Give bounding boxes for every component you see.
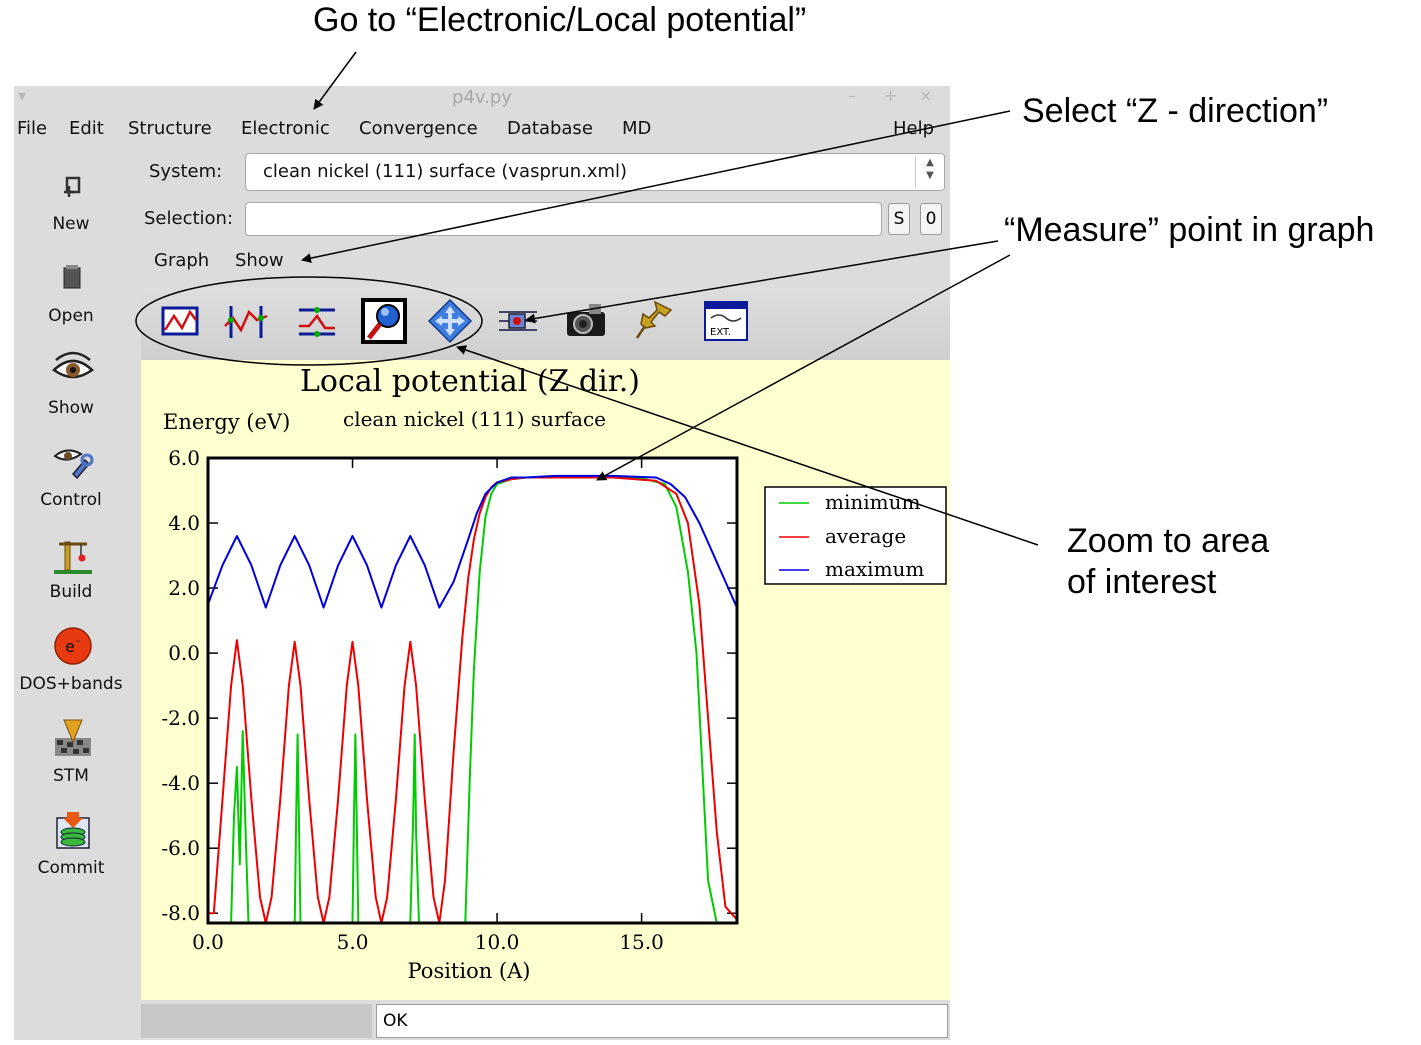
y-tick-label: 2.0: [168, 576, 200, 600]
menu-edit[interactable]: Edit: [69, 118, 104, 139]
maximize-button[interactable]: +: [884, 86, 898, 105]
minimize-button[interactable]: –: [848, 86, 856, 105]
window-menu-icon[interactable]: ▾: [18, 86, 27, 105]
svg-text:e: e: [65, 637, 75, 656]
menu-electronic[interactable]: Electronic: [241, 118, 330, 139]
svg-text:-: -: [76, 634, 80, 647]
y-tick-label: -4.0: [161, 771, 200, 795]
chart-subtitle: clean nickel (111) surface: [343, 407, 606, 431]
sidebar-stm-label: STM: [53, 766, 89, 786]
sidebar-open-button[interactable]: Open: [14, 248, 132, 338]
annotation-measure: “Measure” point in graph: [1004, 211, 1375, 249]
annotation-zoom-line2: of interest: [1067, 563, 1217, 601]
new-icon: [64, 176, 81, 197]
pin-icon[interactable]: [631, 298, 677, 344]
sidebar-show-button[interactable]: Show: [14, 340, 132, 430]
system-select-value: clean nickel (111) surface (vasprun.xml): [263, 161, 628, 182]
sidebar-commit-button[interactable]: Commit: [14, 800, 132, 890]
chart-title: Local potential (Z dir.): [300, 364, 640, 399]
sidebar-dos-bands-label: DOS+bands: [19, 674, 123, 694]
close-button[interactable]: ×: [919, 86, 933, 105]
sidebar-new-label: New: [52, 214, 90, 234]
menu-database[interactable]: Database: [507, 118, 593, 139]
menu-md[interactable]: MD: [622, 118, 652, 139]
selection-input[interactable]: [245, 202, 882, 236]
y-tick-label: 0.0: [168, 641, 200, 665]
x-tick-label: 15.0: [619, 930, 664, 954]
y-tick-label: -8.0: [161, 901, 200, 925]
settings-icon[interactable]: [495, 298, 541, 344]
svg-text:EXT.: EXT.: [710, 327, 731, 338]
status-box: OK: [376, 1004, 948, 1038]
annotation-zoom-line1: Zoom to area: [1067, 522, 1270, 560]
menu-convergence[interactable]: Convergence: [359, 118, 478, 139]
sidebar-control-button[interactable]: Control: [14, 432, 132, 522]
menubar: File Edit Structure Electronic Convergen…: [14, 116, 950, 144]
control-icon: [53, 449, 94, 480]
sidebar-build-button[interactable]: Build: [14, 524, 132, 614]
eye-icon: [52, 351, 94, 379]
sidebar-dos-bands-button[interactable]: e - DOS+bands: [14, 616, 132, 706]
local-potential-chart[interactable]: Local potential (Z dir.) Energy (eV) cle…: [141, 360, 950, 1000]
x-tick-label: 10.0: [475, 930, 520, 954]
legend-label-minimum: minimum: [825, 490, 920, 514]
sidebar-open-label: Open: [48, 306, 94, 326]
legend-label-average: average: [825, 524, 906, 548]
pan-icon[interactable]: [427, 298, 473, 344]
y-tick-label: 4.0: [168, 511, 200, 535]
sidebar-build-label: Build: [49, 582, 93, 602]
sidebar-commit-label: Commit: [37, 858, 105, 878]
stm-icon: [55, 719, 91, 756]
sidebar-control-label: Control: [40, 490, 102, 510]
menu-structure[interactable]: Structure: [128, 118, 212, 139]
electron-icon: e -: [54, 627, 92, 665]
status-left-panel: [141, 1004, 372, 1038]
window-title: p4v.py: [452, 87, 512, 108]
x-axis-label: Position (A): [408, 959, 531, 983]
graph-icon[interactable]: [158, 298, 204, 344]
x-tick-label: 0.0: [192, 930, 224, 954]
plot-area[interactable]: Local potential (Z dir.) Energy (eV) cle…: [141, 360, 950, 1000]
y-tick-label: -2.0: [161, 706, 200, 730]
app-window: ▾ p4v.py – + × File Edit Structure Elect…: [14, 86, 950, 1040]
menu-file[interactable]: File: [17, 118, 48, 139]
export-icon[interactable]: EXT.: [703, 298, 749, 344]
zero-button[interactable]: 0: [920, 203, 942, 235]
submenu-show[interactable]: Show: [235, 250, 284, 271]
annotation-electronic: Go to “Electronic/Local potential”: [313, 1, 807, 39]
sidebar-show-label: Show: [48, 398, 94, 418]
s-button[interactable]: S: [888, 203, 910, 235]
selection-label: Selection:: [144, 208, 234, 229]
sidebar-new-button[interactable]: New: [14, 156, 132, 246]
titlebar: ▾ p4v.py – + ×: [14, 86, 950, 108]
y-axis-label: Energy (eV): [163, 410, 290, 434]
spinner-icon[interactable]: ▲ ▼: [915, 156, 944, 188]
sidebar-stm-button[interactable]: STM: [14, 708, 132, 798]
camera-icon[interactable]: [563, 298, 609, 344]
x-tick-label: 5.0: [337, 930, 369, 954]
submenu-graph[interactable]: Graph: [154, 250, 210, 271]
crane-icon: [54, 541, 92, 574]
measure-icon[interactable]: [223, 298, 269, 344]
annotation-z-direction: Select “Z - direction”: [1022, 92, 1329, 130]
menu-help[interactable]: Help: [893, 118, 935, 139]
legend: minimum average maximum: [764, 486, 947, 585]
system-select[interactable]: clean nickel (111) surface (vasprun.xml)…: [245, 153, 945, 191]
system-label: System:: [149, 161, 223, 182]
legend-label-maximum: maximum: [825, 557, 924, 581]
commit-icon: [56, 812, 90, 849]
y-tick-label: -6.0: [161, 836, 200, 860]
range-icon[interactable]: [295, 298, 341, 344]
y-tick-label: 6.0: [168, 446, 200, 470]
open-icon: [63, 265, 81, 289]
zoom-icon[interactable]: [361, 298, 407, 344]
